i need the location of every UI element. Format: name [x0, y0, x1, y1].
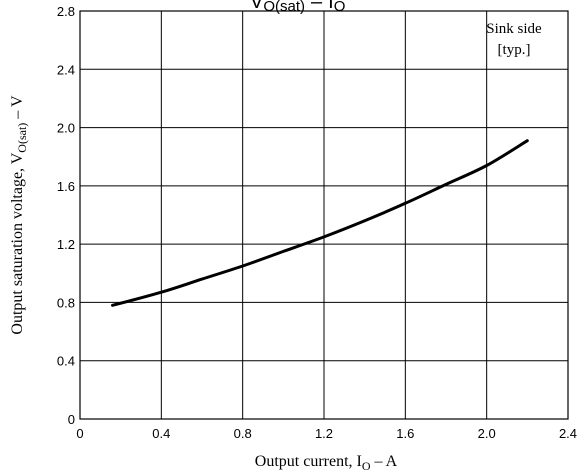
x-tick-label: 1.2 — [315, 426, 333, 441]
annotation-line-1: Sink side — [486, 21, 542, 37]
x-tick-label: 0.8 — [234, 426, 252, 441]
y-axis-label-suffix: – V — [9, 95, 26, 123]
y-axis-label: Output saturation voltage, VO(sat) – V — [9, 95, 29, 335]
y-axis-label-sub: O(sat) — [15, 123, 29, 153]
y-tick-label: 2.0 — [57, 121, 75, 136]
plot-frame — [79, 10, 569, 420]
title-i-sub: O — [334, 0, 346, 15]
x-tick-label: 0 — [76, 426, 83, 441]
y-tick-label: 1.2 — [57, 237, 75, 252]
y-tick-label: 1.6 — [57, 179, 75, 194]
grid — [80, 11, 568, 419]
title-dash: – — [311, 0, 323, 13]
annotation-line-2: [typ.] — [498, 42, 531, 58]
x-ticks: 0 0.4 0.8 1.2 1.6 2.0 2.4 — [76, 426, 577, 441]
y-ticks: 0 0.4 0.8 1.2 1.6 2.0 2.4 2.8 — [57, 4, 75, 427]
x-axis-label-sub: O — [362, 459, 371, 473]
series-line-0 — [111, 139, 529, 307]
x-tick-label: 1.6 — [396, 426, 414, 441]
y-axis-label-prefix: Output saturation voltage, V — [9, 152, 26, 334]
title-v-sub: O(sat) — [263, 0, 305, 15]
title-i: I — [328, 0, 334, 13]
x-axis-label-suffix: – A — [371, 453, 398, 470]
y-tick-label: 0 — [68, 412, 75, 427]
x-tick-label: 0.4 — [152, 426, 170, 441]
x-tick-label: 2.4 — [559, 426, 577, 441]
chart-title: VO(sat) – IO — [250, 0, 345, 15]
y-tick-label: 0.8 — [57, 295, 75, 310]
y-tick-label: 2.8 — [57, 4, 75, 19]
x-axis-label-prefix: Output current, I — [255, 453, 362, 470]
y-tick-label: 2.4 — [57, 62, 75, 77]
x-tick-label: 2.0 — [478, 426, 496, 441]
title-v: V — [250, 0, 264, 13]
y-tick-label: 0.4 — [57, 354, 75, 369]
x-axis-label: Output current, IO – A — [255, 453, 398, 473]
